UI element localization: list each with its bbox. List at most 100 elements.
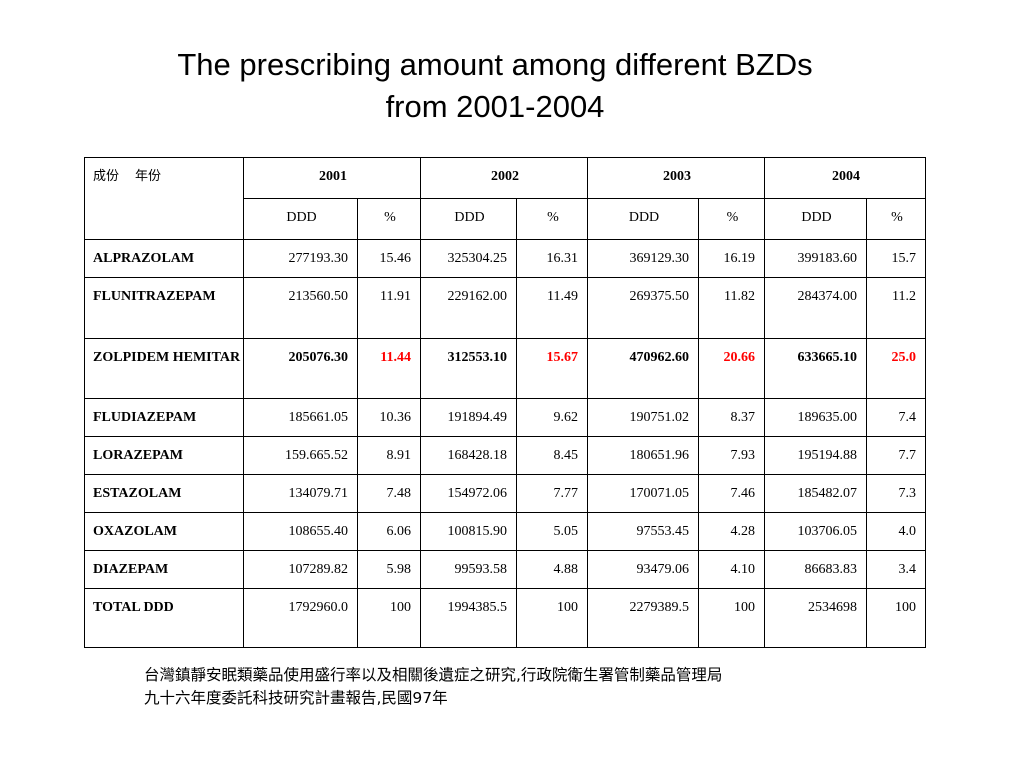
ddd-cell: 195194.88: [764, 436, 867, 475]
percent-cell: 100: [698, 588, 765, 648]
ddd-cell: 108655.40: [243, 512, 358, 551]
percent-cell: 4.28: [698, 512, 765, 551]
source-line-2: 九十六年度委託科技研究計畫報告,民國97年: [144, 689, 448, 707]
percent-cell: 5.98: [357, 550, 421, 589]
subheader-percent: %: [866, 198, 926, 240]
corner-header-cell: 成份 年份: [84, 157, 244, 240]
slide-title: The prescribing amount among different B…: [0, 44, 990, 128]
percent-cell: 7.7: [866, 436, 926, 475]
percent-cell: 100: [866, 588, 926, 648]
subheader-ddd: DDD: [420, 198, 517, 240]
ddd-cell: 180651.96: [587, 436, 699, 475]
ddd-cell: 2534698: [764, 588, 867, 648]
year-header-2002: 2002: [420, 157, 588, 199]
percent-cell: 4.0: [866, 512, 926, 551]
percent-cell: 16.19: [698, 239, 765, 278]
percent-cell: 6.06: [357, 512, 421, 551]
drug-name-cell: ESTAZOLAM: [84, 474, 244, 513]
percent-cell: 7.93: [698, 436, 765, 475]
drug-name-cell: ALPRAZOLAM: [84, 239, 244, 278]
table-row: ALPRAZOLAM 277193.30 15.46 325304.25 16.…: [84, 239, 926, 278]
ddd-cell: 93479.06: [587, 550, 699, 589]
percent-cell: 100: [357, 588, 421, 648]
ddd-cell: 191894.49: [420, 398, 517, 437]
percent-cell: 7.48: [357, 474, 421, 513]
ddd-cell: 633665.10: [764, 338, 867, 399]
subheader-ddd: DDD: [243, 198, 358, 240]
subheader-percent: %: [357, 198, 421, 240]
ddd-cell: 185482.07: [764, 474, 867, 513]
year-header-2003: 2003: [587, 157, 765, 199]
drug-name-cell: DIAZEPAM: [84, 550, 244, 589]
percent-cell: 11.91: [357, 277, 421, 339]
percent-cell: 8.91: [357, 436, 421, 475]
year-header-2001: 2001: [243, 157, 421, 199]
corner-label-ingredient: 成份: [93, 169, 120, 184]
percent-cell: 8.45: [516, 436, 588, 475]
ddd-cell: 369129.30: [587, 239, 699, 278]
percent-cell-highlighted: 15.67: [516, 338, 588, 399]
percent-cell: 4.10: [698, 550, 765, 589]
subheader-ddd: DDD: [587, 198, 699, 240]
ddd-cell: 470962.60: [587, 338, 699, 399]
ddd-cell: 170071.05: [587, 474, 699, 513]
subheader-percent: %: [698, 198, 765, 240]
percent-cell: 7.46: [698, 474, 765, 513]
ddd-cell: 103706.05: [764, 512, 867, 551]
percent-cell-highlighted: 11.44: [357, 338, 421, 399]
table-row-highlighted: ZOLPIDEM HEMITAR 205076.30 11.44 312553.…: [84, 338, 926, 399]
ddd-cell: 399183.60: [764, 239, 867, 278]
drug-name-cell: FLUNITRAZEPAM: [84, 277, 244, 339]
ddd-cell: 1994385.5: [420, 588, 517, 648]
ddd-cell: 229162.00: [420, 277, 517, 339]
table-row-total: TOTAL DDD 1792960.0 100 1994385.5 100 22…: [84, 588, 926, 648]
table-row: ESTAZOLAM 134079.71 7.48 154972.06 7.77 …: [84, 474, 926, 513]
percent-cell: 7.77: [516, 474, 588, 513]
percent-cell: 7.3: [866, 474, 926, 513]
slide-title-line-2: from 2001-2004: [385, 89, 605, 124]
percent-cell: 3.4: [866, 550, 926, 589]
drug-name-cell: FLUDIAZEPAM: [84, 398, 244, 437]
ddd-cell: 154972.06: [420, 474, 517, 513]
prescribing-amount-table: 成份 年份 2001 2002 2003 2004 DDD % DDD % DDD…: [84, 157, 926, 648]
ddd-cell: 168428.18: [420, 436, 517, 475]
subheader-percent: %: [516, 198, 588, 240]
percent-cell-highlighted: 25.0: [866, 338, 926, 399]
percent-cell: 8.37: [698, 398, 765, 437]
table-row: LORAZEPAM 159.665.52 8.91 168428.18 8.45…: [84, 436, 926, 475]
drug-name-cell: TOTAL DDD: [84, 588, 244, 648]
percent-cell: 7.4: [866, 398, 926, 437]
table-row: FLUNITRAZEPAM 213560.50 11.91 229162.00 …: [84, 277, 926, 339]
ddd-cell: 325304.25: [420, 239, 517, 278]
ddd-cell: 1792960.0: [243, 588, 358, 648]
year-header-row: 成份 年份 2001 2002 2003 2004: [84, 157, 926, 240]
ddd-cell: 189635.00: [764, 398, 867, 437]
percent-cell: 4.88: [516, 550, 588, 589]
subheader-row: DDD % DDD % DDD % DDD %: [85, 198, 926, 240]
ddd-cell: 205076.30: [243, 338, 358, 399]
percent-cell: 11.49: [516, 277, 588, 339]
drug-name-cell: LORAZEPAM: [84, 436, 244, 475]
percent-cell: 5.05: [516, 512, 588, 551]
percent-cell: 9.62: [516, 398, 588, 437]
ddd-cell: 97553.45: [587, 512, 699, 551]
ddd-cell: 2279389.5: [587, 588, 699, 648]
ddd-cell: 185661.05: [243, 398, 358, 437]
ddd-cell: 269375.50: [587, 277, 699, 339]
percent-cell: 15.46: [357, 239, 421, 278]
ddd-cell: 284374.00: [764, 277, 867, 339]
ddd-cell: 190751.02: [587, 398, 699, 437]
table-row: FLUDIAZEPAM 185661.05 10.36 191894.49 9.…: [84, 398, 926, 437]
percent-cell: 10.36: [357, 398, 421, 437]
ddd-cell: 134079.71: [243, 474, 358, 513]
percent-cell-highlighted: 20.66: [698, 338, 765, 399]
ddd-cell: 277193.30: [243, 239, 358, 278]
ddd-cell: 107289.82: [243, 550, 358, 589]
ddd-cell: 159.665.52: [243, 436, 358, 475]
percent-cell: 16.31: [516, 239, 588, 278]
ddd-cell: 312553.10: [420, 338, 517, 399]
ddd-cell: 99593.58: [420, 550, 517, 589]
source-line-1: 台灣鎮靜安眠類藥品使用盛行率以及相關後遺症之研究,行政院衛生署管制藥品管理局: [144, 666, 723, 684]
percent-cell: 15.7: [866, 239, 926, 278]
ddd-cell: 100815.90: [420, 512, 517, 551]
